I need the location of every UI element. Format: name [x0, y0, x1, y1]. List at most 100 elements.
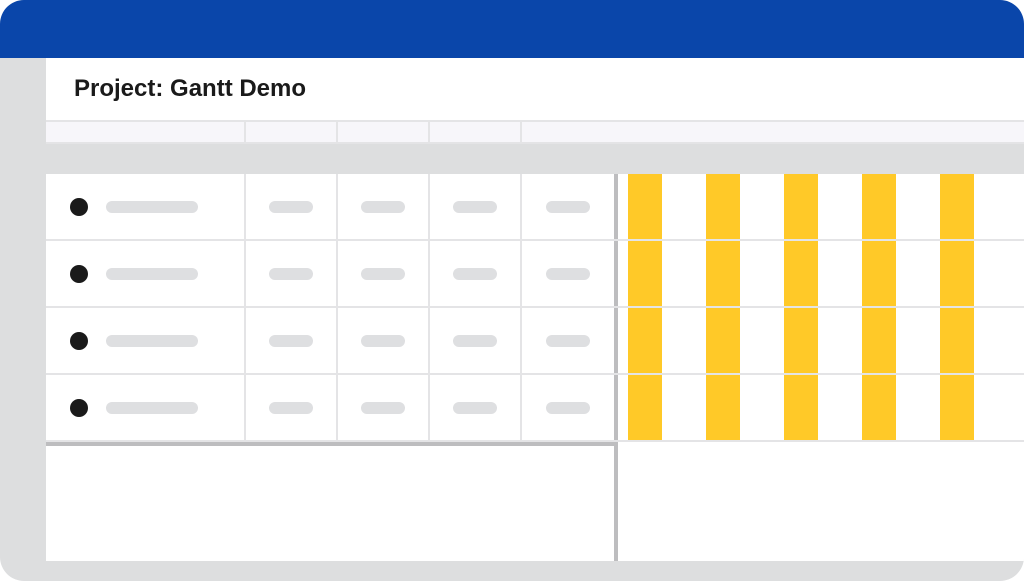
- table-row[interactable]: [46, 308, 1024, 375]
- meta-cell[interactable]: [522, 174, 614, 239]
- task-name-placeholder: [106, 335, 198, 347]
- meta-cell[interactable]: [246, 375, 338, 440]
- meta-placeholder: [453, 335, 497, 347]
- meta-cell[interactable]: [338, 241, 430, 306]
- gantt-bar[interactable]: [862, 174, 896, 239]
- task-cell[interactable]: [46, 308, 246, 373]
- gantt-bar[interactable]: [784, 308, 818, 373]
- timeline-cell[interactable]: [614, 308, 1024, 373]
- meta-placeholder: [453, 268, 497, 280]
- gantt-slot: [784, 375, 862, 440]
- task-cell[interactable]: [46, 375, 246, 440]
- gantt-slot: [706, 308, 784, 373]
- gantt-slot: [784, 174, 862, 239]
- bullet-icon: [70, 399, 88, 417]
- gantt-bar[interactable]: [628, 174, 662, 239]
- gantt-bar[interactable]: [784, 241, 818, 306]
- meta-placeholder: [269, 201, 313, 213]
- gantt-slot: [862, 375, 940, 440]
- project-header: Project: Gantt Demo: [46, 58, 1024, 120]
- bullet-icon: [70, 265, 88, 283]
- meta-cell[interactable]: [522, 308, 614, 373]
- meta-placeholder: [546, 402, 590, 414]
- meta-placeholder: [361, 268, 405, 280]
- header-task-col: [46, 122, 246, 142]
- meta-cell[interactable]: [246, 174, 338, 239]
- meta-placeholder: [361, 201, 405, 213]
- bullet-icon: [70, 198, 88, 216]
- table-row[interactable]: [46, 241, 1024, 308]
- meta-cell[interactable]: [246, 308, 338, 373]
- gantt-bar[interactable]: [628, 308, 662, 373]
- meta-placeholder: [269, 402, 313, 414]
- spacer-band: [46, 144, 1024, 174]
- app-window: Project: Gantt Demo: [0, 0, 1024, 581]
- meta-cell[interactable]: [522, 241, 614, 306]
- gantt-slot: [628, 375, 706, 440]
- meta-placeholder: [453, 402, 497, 414]
- gantt-slot: [706, 375, 784, 440]
- meta-cell[interactable]: [338, 174, 430, 239]
- timeline-cell[interactable]: [614, 241, 1024, 306]
- table-row[interactable]: [46, 174, 1024, 241]
- gantt-bar[interactable]: [940, 174, 974, 239]
- meta-placeholder: [546, 201, 590, 213]
- meta-cell[interactable]: [522, 375, 614, 440]
- gantt-bar[interactable]: [706, 308, 740, 373]
- meta-cell[interactable]: [430, 375, 522, 440]
- meta-placeholder: [546, 268, 590, 280]
- meta-placeholder: [546, 335, 590, 347]
- task-cell[interactable]: [46, 241, 246, 306]
- gantt-bar[interactable]: [940, 375, 974, 440]
- gantt-slot: [706, 241, 784, 306]
- task-name-placeholder: [106, 268, 198, 280]
- gantt-bar[interactable]: [940, 308, 974, 373]
- gantt-bar[interactable]: [706, 174, 740, 239]
- meta-placeholder: [453, 201, 497, 213]
- gantt-slot: [940, 241, 1018, 306]
- column-header-row: [46, 120, 1024, 144]
- footer-area: [46, 442, 1024, 561]
- gantt-bar[interactable]: [862, 375, 896, 440]
- content-area: Project: Gantt Demo: [46, 58, 1024, 561]
- task-cell[interactable]: [46, 174, 246, 239]
- gantt-bar[interactable]: [628, 241, 662, 306]
- meta-cell[interactable]: [430, 308, 522, 373]
- timeline-cell[interactable]: [614, 375, 1024, 440]
- gantt-bar[interactable]: [784, 375, 818, 440]
- gantt-slot: [862, 308, 940, 373]
- timeline-cell[interactable]: [614, 174, 1024, 239]
- gantt-bar[interactable]: [940, 241, 974, 306]
- gantt-bar[interactable]: [784, 174, 818, 239]
- meta-cell[interactable]: [338, 308, 430, 373]
- gantt-slot: [940, 375, 1018, 440]
- footer-right: [618, 442, 1024, 561]
- gantt-slot: [628, 308, 706, 373]
- gantt-slot: [784, 308, 862, 373]
- gantt-bar[interactable]: [862, 308, 896, 373]
- header-meta-col: [522, 122, 614, 142]
- gantt-bar[interactable]: [628, 375, 662, 440]
- table-row[interactable]: [46, 375, 1024, 442]
- meta-cell[interactable]: [430, 174, 522, 239]
- gantt-slot: [628, 241, 706, 306]
- footer-left: [46, 442, 614, 561]
- gantt-slot: [940, 174, 1018, 239]
- meta-cell[interactable]: [246, 241, 338, 306]
- header-meta-col: [338, 122, 430, 142]
- gantt-bar[interactable]: [706, 375, 740, 440]
- meta-cell[interactable]: [338, 375, 430, 440]
- gantt-slot: [706, 174, 784, 239]
- header-meta-col: [246, 122, 338, 142]
- gantt-bar[interactable]: [706, 241, 740, 306]
- window-titlebar[interactable]: [0, 0, 1024, 58]
- gantt-bar[interactable]: [862, 241, 896, 306]
- gantt-slot: [628, 174, 706, 239]
- header-meta-col: [430, 122, 522, 142]
- gantt-slot: [862, 174, 940, 239]
- meta-placeholder: [269, 268, 313, 280]
- task-name-placeholder: [106, 402, 198, 414]
- task-name-placeholder: [106, 201, 198, 213]
- gantt-slot: [784, 241, 862, 306]
- meta-cell[interactable]: [430, 241, 522, 306]
